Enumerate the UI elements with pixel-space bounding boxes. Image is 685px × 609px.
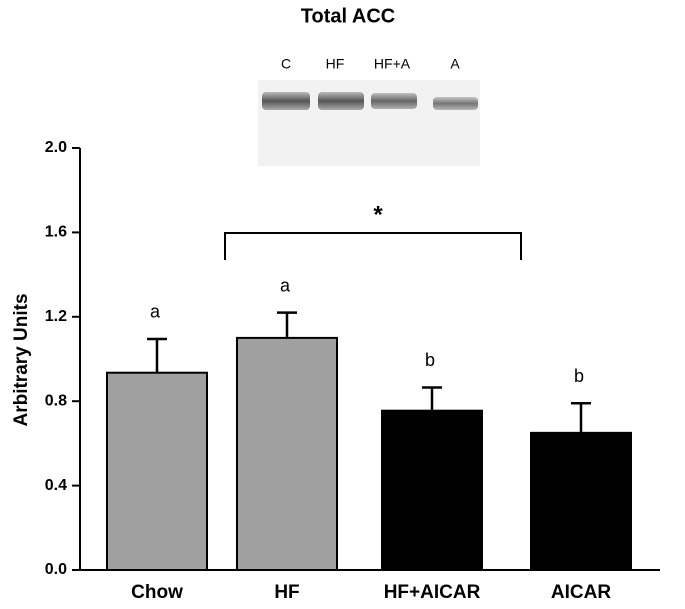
group-letter: b xyxy=(574,366,584,386)
y-tick-label: 0.8 xyxy=(45,392,67,409)
bar xyxy=(381,409,483,571)
blot-label: C xyxy=(281,56,291,72)
bar xyxy=(236,336,338,571)
y-tick-label: 1.2 xyxy=(45,308,67,325)
significance-bracket xyxy=(224,232,522,260)
y-tick-label: 0.0 xyxy=(45,561,67,578)
group-letter: a xyxy=(280,275,291,295)
y-axis-title: Arbitrary Units xyxy=(11,293,32,426)
significance-mark: * xyxy=(373,201,383,228)
chart-title: Total ACC xyxy=(301,5,395,27)
group-letter: b xyxy=(425,350,435,370)
group-letter: a xyxy=(150,302,161,322)
x-tick-label: HF xyxy=(274,582,299,603)
x-tick-label: HF+AICAR xyxy=(384,582,481,603)
blot-label: HF+A xyxy=(374,56,411,72)
blot-image xyxy=(258,80,480,166)
blot-label: HF xyxy=(326,56,345,72)
blot-label: A xyxy=(450,56,460,72)
y-tick-label: 2.0 xyxy=(45,139,67,156)
bar xyxy=(530,431,632,571)
y-tick-label: 1.6 xyxy=(45,224,67,241)
x-tick-label: AICAR xyxy=(551,582,611,603)
bar xyxy=(106,371,208,571)
y-tick-label: 0.4 xyxy=(45,477,67,494)
x-tick-label: Chow xyxy=(131,582,183,603)
